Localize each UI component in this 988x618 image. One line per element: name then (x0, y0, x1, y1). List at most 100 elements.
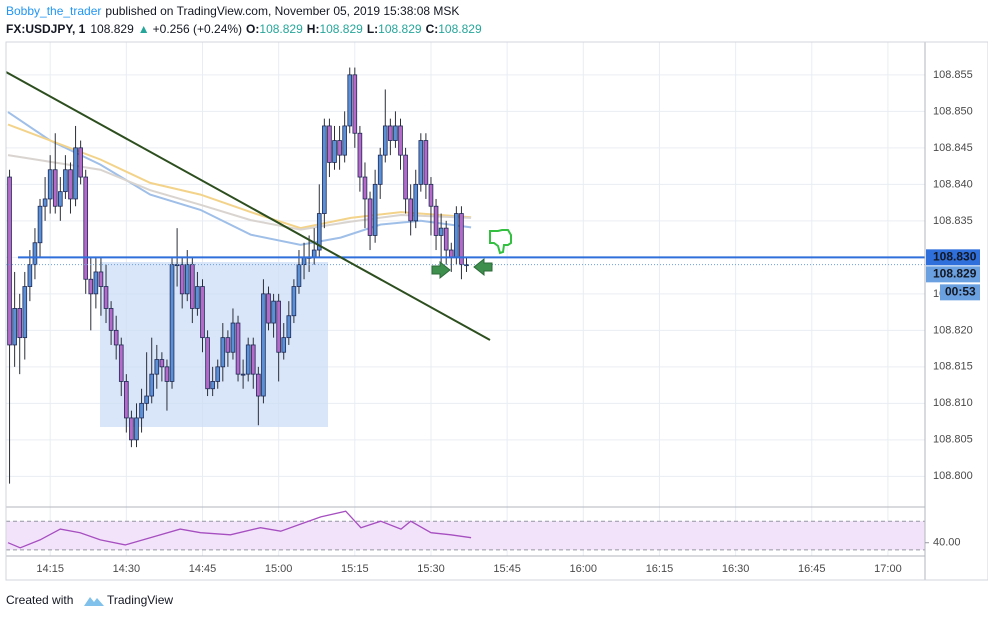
candle-body (250, 344, 256, 375)
candle-body (403, 154, 408, 200)
last: 108.829 (90, 22, 134, 36)
x-tick-label: 15:45 (493, 563, 521, 575)
y-tick-label: 108.840 (933, 178, 973, 190)
candle-body (215, 366, 221, 382)
candle-body (377, 154, 383, 185)
author: Bobby_the_trader (6, 4, 101, 18)
y-tick-label: 108.850 (933, 105, 973, 117)
candle-body (154, 359, 160, 375)
candle-body (408, 198, 413, 222)
candle-body (159, 359, 165, 368)
candle-body (7, 176, 12, 346)
candle-body (58, 191, 63, 207)
candle-body (190, 264, 195, 309)
y-tick-label: 108.835 (933, 215, 973, 227)
candle-body (352, 74, 358, 134)
candle-body (235, 322, 241, 375)
change: +0.256 (+0.24%) (153, 22, 242, 36)
countdown-badge (940, 284, 980, 301)
candle-body (301, 256, 307, 266)
candle-body (225, 337, 231, 353)
candle-body (316, 213, 322, 251)
published: published on TradingView.com, November 0… (105, 4, 459, 18)
x-tick-label: 16:30 (722, 563, 750, 575)
logo (84, 597, 104, 606)
candle-body (179, 264, 185, 295)
candle-body (98, 271, 104, 287)
candle-body (357, 132, 363, 178)
candle-body (266, 293, 271, 324)
candle-body (27, 264, 33, 287)
x-tick-label: 16:15 (646, 563, 674, 575)
y-tick-label: 108.815 (933, 361, 973, 373)
rsi-line (7, 510, 472, 549)
y-tick-label: 108.845 (933, 142, 973, 154)
candle-body (261, 293, 266, 397)
candle-body (327, 125, 332, 163)
ohlc-key: L: (367, 22, 378, 36)
footer-brand: TradingView (107, 593, 173, 607)
header-line-2: FX:USDJPY, 1 108.829 ▲ +0.256 (+0.24%) O:108… (6, 22, 482, 36)
candle-body (382, 125, 388, 156)
candle-body (124, 381, 129, 419)
candle-body (32, 242, 38, 266)
candle-body (184, 264, 190, 295)
candle-body (362, 176, 368, 200)
y-tick-label: 108.800 (933, 470, 973, 482)
candle-body (139, 402, 144, 419)
candle-body (372, 183, 378, 236)
candle-body (454, 213, 459, 258)
candle-body (337, 140, 342, 156)
candle-body (83, 176, 89, 280)
ohlc-value: 108.829 (378, 22, 422, 36)
candle-body (195, 286, 200, 309)
candle-body (428, 183, 434, 207)
arrow: ▲ (138, 22, 150, 36)
moving-average (7, 111, 472, 246)
candle-body (291, 286, 297, 317)
candle-body (347, 74, 353, 127)
hline-badge (926, 249, 980, 266)
candle-body (47, 169, 53, 200)
y-tick-label: 108.810 (933, 397, 973, 409)
y-tick-label: 108.805 (933, 434, 973, 446)
header-line-1: Bobby_the_trader published on TradingView… (6, 4, 459, 18)
x-tick-label: 15:15 (341, 563, 369, 575)
moving-average (7, 154, 472, 231)
x-tick-label: 16:00 (570, 563, 598, 575)
candle-body (129, 417, 134, 441)
candle-body (332, 140, 337, 163)
candle-body (52, 169, 58, 207)
candle-body (311, 249, 317, 258)
candle-body (103, 286, 109, 309)
ohlc-key: C: (426, 22, 439, 36)
candle-body (93, 271, 99, 295)
arrow-right (431, 260, 451, 280)
ohlc-key: H: (307, 22, 320, 36)
candle-body (271, 300, 276, 324)
countdown-label: 00:53 (945, 285, 976, 299)
candle-body (210, 381, 215, 390)
arrow-left (473, 257, 493, 277)
candle-body (22, 286, 28, 339)
rsi-tick-label: 40.00 (933, 537, 961, 549)
thumbs-down-icon (489, 229, 512, 255)
arrows (431, 257, 493, 280)
candle-body (73, 147, 78, 200)
candle-body (322, 125, 327, 214)
ohlc-key: O: (246, 22, 259, 36)
candle-body (281, 337, 287, 353)
y-tick-label: 108.855 (933, 69, 973, 81)
candle-body (78, 147, 83, 178)
candle-body (423, 140, 429, 185)
chart-frame (5, 41, 988, 581)
candle-body (438, 227, 444, 236)
candle-body (367, 198, 373, 236)
rsi-band-fill (6, 521, 925, 550)
candle-body (108, 308, 114, 331)
candle-body (88, 278, 94, 295)
candle-body (393, 125, 398, 141)
moving-average (7, 123, 472, 230)
candle-body (296, 264, 302, 287)
last-price-badge (926, 266, 980, 283)
